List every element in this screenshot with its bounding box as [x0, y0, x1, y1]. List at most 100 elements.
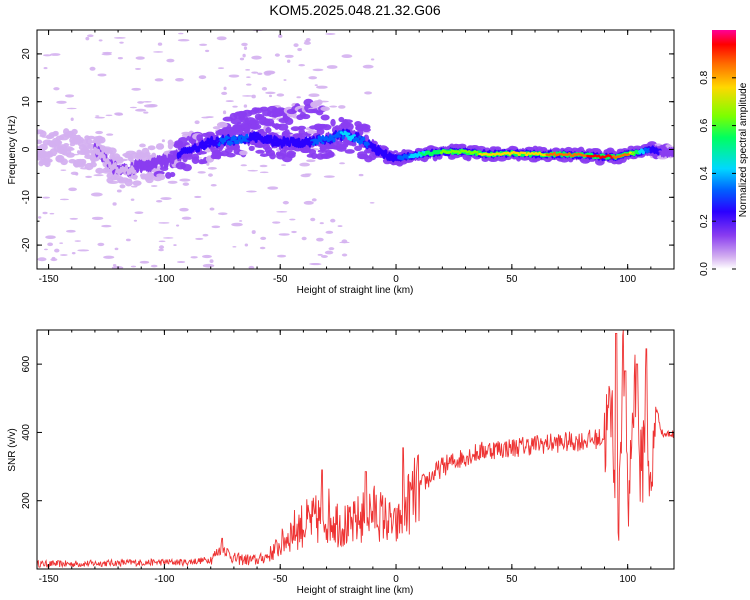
x-tick-label: 50 — [506, 274, 518, 285]
spectrogram-ridge-cell — [237, 139, 242, 142]
spectrogram-branch-blob — [230, 118, 242, 125]
spectrogram-noise-blob — [54, 248, 60, 253]
spectrogram-ridge-cell — [261, 136, 266, 140]
x-tick-label: 100 — [619, 574, 636, 585]
spectrogram-marks — [37, 30, 674, 269]
spectrogram-noise-blob — [197, 171, 206, 174]
spectrogram-noise-blob — [97, 73, 107, 77]
spectrogram-noise-blob — [312, 68, 324, 72]
spectrogram-noise-blob — [194, 195, 202, 199]
spectrogram-ridge-cell — [671, 151, 674, 154]
spectrogram-noise-blob — [198, 75, 207, 80]
spectrogram-ridge-cell — [339, 131, 343, 134]
spectrogram-ridge-cell — [362, 137, 366, 141]
spectrogram-noise-blob — [150, 185, 158, 187]
y-tick-label: 0 — [21, 146, 32, 152]
spectrogram-noise-blob — [328, 247, 335, 251]
x-tick-label: -100 — [154, 574, 174, 585]
spectrogram-band-blob — [293, 147, 302, 152]
spectrogram-noise-blob — [276, 210, 288, 213]
spectrogram-noise-blob — [112, 263, 117, 267]
spectrogram-noise-blob — [97, 242, 105, 247]
spectrogram-noise-blob — [59, 242, 64, 244]
spectrogram-noise-blob — [325, 230, 334, 234]
spectrogram-band-blob — [191, 156, 200, 164]
spectrogram-band-blob — [95, 167, 104, 174]
spectrogram-noise-blob — [223, 86, 227, 91]
spectrogram-band-blob — [330, 118, 336, 127]
spectrogram-noise-blob — [74, 240, 82, 242]
spectrogram-noise-blob — [85, 36, 90, 41]
spectrogram-noise-blob — [190, 256, 198, 259]
spectrogram-noise-blob — [208, 173, 213, 177]
spectrogram-ridge-cell — [371, 149, 375, 152]
x-tick-label: -50 — [273, 274, 288, 285]
spectrogram-noise-blob — [358, 173, 364, 177]
spectrogram-ridge-cell — [382, 155, 386, 159]
spectrogram-noise-blob — [246, 190, 257, 193]
colorbar-tick-label: 0.0 — [699, 262, 710, 276]
spectrogram-ridge-cell — [400, 157, 405, 160]
spectrogram-noise-blob — [69, 217, 78, 220]
spectrogram-noise-blob — [71, 251, 76, 255]
snr-y-ticks: 200 400 600 — [21, 355, 674, 509]
spectrogram-noise-blob — [330, 218, 336, 223]
spectrogram-noise-blob — [134, 67, 141, 70]
spectrogram-ridge-cell — [315, 142, 319, 145]
spectrogram-band-blob — [79, 158, 87, 165]
spectrogram-noise-blob — [105, 114, 113, 117]
spectrogram-band-blob — [44, 160, 51, 168]
spectrogram-noise-blob — [257, 72, 263, 76]
spectrogram-noise-blob — [162, 237, 174, 239]
spectrogram-noise-blob — [42, 211, 48, 215]
spectrogram-noise-blob — [77, 249, 90, 252]
spectrogram-noise-blob — [202, 263, 215, 268]
spectrogram-ridge-cell — [356, 137, 360, 141]
spectrogram-noise-blob — [248, 265, 255, 269]
spectrogram-noise-blob — [263, 71, 275, 75]
spectrogram-noise-blob — [260, 236, 267, 241]
spectrogram-noise-blob — [319, 222, 324, 225]
spectrogram-band-blob — [248, 145, 255, 152]
spectrogram-ridge-cell — [334, 134, 338, 137]
spectrogram-noise-blob — [202, 233, 209, 237]
spectrogram-x-ticks: -150 -100 -50 0 50 100 — [39, 30, 675, 285]
spectrogram-noise-blob — [161, 139, 165, 143]
spectrogram-branch-blob — [263, 122, 276, 127]
spectrogram-noise-blob — [179, 207, 189, 212]
spectrogram-noise-blob — [89, 66, 96, 71]
spectrogram-noise-blob — [239, 220, 243, 222]
spectrogram-band-blob — [52, 130, 59, 136]
spectrogram-ridge-cell — [324, 136, 329, 140]
spectrogram-branch-blob — [320, 114, 330, 121]
spectrogram-noise-blob — [216, 36, 227, 41]
spectrogram-branch-blob — [244, 126, 251, 133]
spectrogram-y-label: Frequency (Hz) — [7, 116, 18, 185]
spectrogram-noise-blob — [90, 192, 103, 197]
spectrogram-noise-blob — [310, 217, 316, 222]
spectrogram-noise-blob — [114, 247, 119, 251]
spectrogram-ridge-cell — [230, 141, 234, 145]
spectrogram-x-label: Height of straight line (km) — [297, 285, 414, 296]
y-tick-label: -20 — [21, 237, 32, 252]
y-tick-label: 10 — [21, 96, 32, 108]
spectrogram-noise-blob — [179, 178, 191, 182]
spectrogram-band-blob — [286, 150, 297, 157]
spectrogram-ridge-cell — [267, 141, 271, 144]
spectrogram-ridge-cell — [369, 144, 373, 147]
spectrogram-noise-blob — [282, 200, 289, 205]
spectrogram-band-blob — [344, 149, 355, 154]
spectrogram-ridge-cell — [297, 139, 301, 143]
spectrogram-noise-blob — [153, 51, 164, 53]
spectrogram-ridge-cell — [360, 141, 364, 144]
spectrogram-noise-blob — [182, 182, 190, 186]
spectrogram-ridge-cell — [365, 141, 369, 145]
spectrogram-band-blob — [307, 130, 318, 135]
spectrogram-noise-blob — [305, 38, 311, 42]
spectrogram-ridge-cell — [336, 132, 340, 135]
spectrogram-noise-blob — [320, 255, 328, 258]
spectrogram-band-blob — [322, 124, 332, 131]
y-tick-label: 200 — [21, 492, 32, 509]
spectrogram-noise-blob — [362, 64, 374, 69]
spectrogram-noise-blob — [143, 104, 156, 108]
